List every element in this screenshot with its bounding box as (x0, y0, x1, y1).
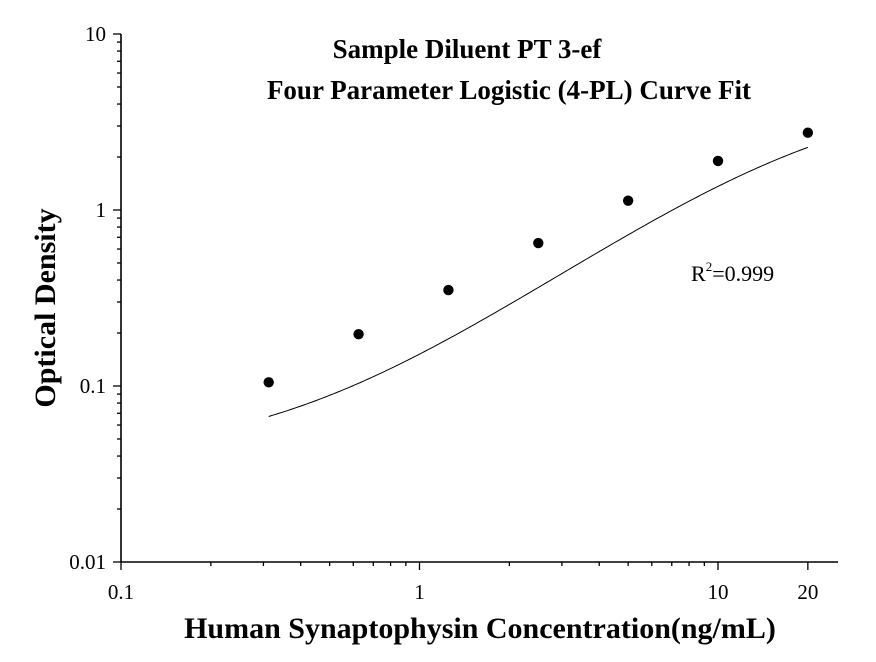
data-point (622, 195, 634, 206)
x-tick-label: 10 (708, 580, 729, 604)
data-points (263, 127, 814, 388)
x-tick-label: 1 (414, 580, 425, 604)
x-axis-title: Human Synaptophysin Concentration(ng/mL) (184, 612, 776, 645)
r-squared-superscript: 2 (706, 259, 713, 274)
y-tick-label: 1 (96, 198, 107, 222)
r-squared-label: R (691, 261, 706, 286)
chart-title-line2: Four Parameter Logistic (4-PL) Curve Fit (267, 75, 751, 105)
data-point (443, 284, 454, 296)
y-tick-label: 0.01 (69, 550, 106, 574)
ticks (113, 33, 809, 570)
axes (120, 34, 838, 563)
r-squared-annotation: R2=0.999 (691, 259, 774, 286)
y-tick-label: 10 (85, 22, 106, 46)
x-tick-label: 0.1 (108, 580, 134, 604)
data-point (353, 328, 364, 340)
r-squared-value: =0.999 (712, 261, 774, 286)
x-tick-label: 20 (797, 580, 818, 604)
data-point (712, 155, 724, 167)
data-point (802, 127, 814, 138)
data-point (533, 237, 544, 249)
fit-curve (268, 146, 809, 417)
chart-title-line1: Sample Diluent PT 3-ef (333, 34, 603, 64)
y-axis-title: Optical Density (29, 208, 62, 407)
data-point (263, 377, 274, 388)
y-tick-label: 0.1 (80, 374, 106, 398)
